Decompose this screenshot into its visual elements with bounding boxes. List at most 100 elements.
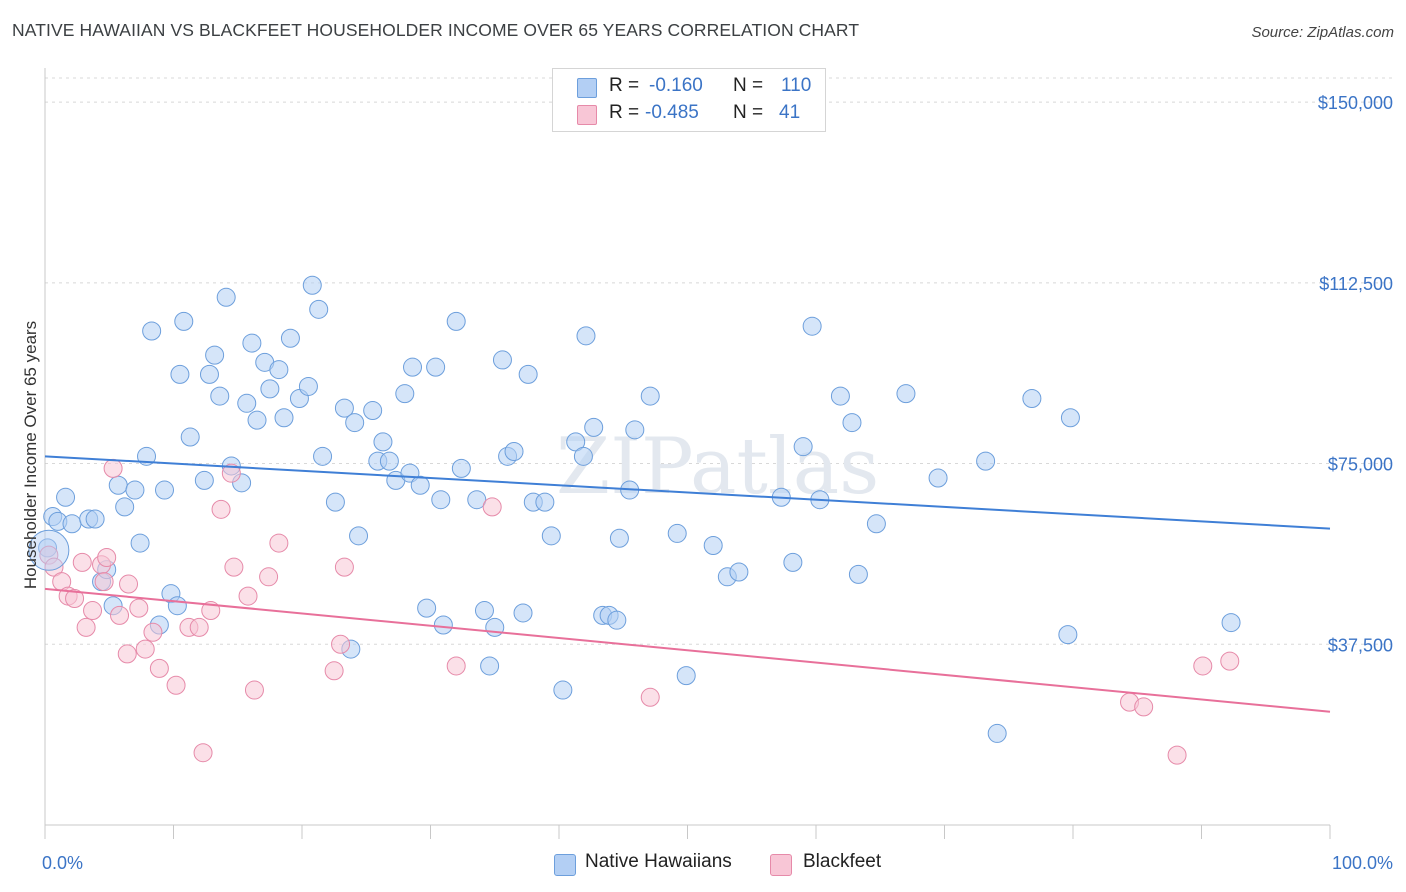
blackfeet-point xyxy=(1167,745,1187,765)
native-hawaiian-point xyxy=(928,468,948,488)
native-hawaiian-point xyxy=(667,523,687,543)
legend-n-label: N = xyxy=(733,75,764,96)
blackfeet-point xyxy=(1134,697,1154,717)
blackfeet-point xyxy=(117,644,137,664)
watermark: ZIPatlas xyxy=(556,422,879,512)
native-hawaiian-point xyxy=(1022,388,1042,408)
native-hawaiian-point xyxy=(446,311,466,331)
bottom-legend-swatch-blue xyxy=(554,854,576,876)
x-tick-label-start: 0.0% xyxy=(42,853,83,873)
native-hawaiian-point xyxy=(313,446,333,466)
blackfeet-point xyxy=(224,557,244,577)
native-hawaiian-point xyxy=(518,364,538,384)
native-hawaiian-point xyxy=(783,552,803,572)
native-hawaiian-point xyxy=(242,333,262,353)
native-hawaiian-point xyxy=(553,680,573,700)
blackfeet-point xyxy=(143,622,163,642)
native-hawaiian-point-large xyxy=(28,529,70,571)
native-hawaiian-point xyxy=(199,364,219,384)
native-hawaiian-point xyxy=(842,413,862,433)
native-hawaiian-point xyxy=(492,350,512,370)
native-hawaiian-trend-line xyxy=(44,455,1331,530)
axes xyxy=(44,68,1331,839)
native-hawaiian-point xyxy=(115,497,135,517)
blackfeet-point xyxy=(331,634,351,654)
blackfeet-point xyxy=(640,687,660,707)
blackfeet-point xyxy=(94,572,114,592)
native-hawaiian-point xyxy=(142,321,162,341)
native-hawaiian-point xyxy=(349,526,369,546)
native-hawaiian-point xyxy=(480,656,500,676)
native-hawaiian-point xyxy=(830,386,850,406)
native-hawaiian-point xyxy=(676,666,696,686)
blackfeet-point xyxy=(238,586,258,606)
bottom-legend-label: Native Hawaiians xyxy=(585,851,732,872)
native-hawaiian-point xyxy=(180,427,200,447)
native-hawaiian-point xyxy=(474,601,494,621)
native-hawaiian-point xyxy=(609,528,629,548)
native-hawaiian-point xyxy=(216,287,236,307)
native-hawaiian-point xyxy=(573,446,593,466)
native-hawaiian-point xyxy=(802,316,822,336)
native-hawaiian-point xyxy=(535,492,555,512)
native-hawaiian-point xyxy=(417,598,437,618)
native-hawaiian-point xyxy=(170,364,190,384)
native-hawaiian-point xyxy=(269,360,289,380)
blackfeet-point xyxy=(110,605,130,625)
native-hawaiian-point xyxy=(451,458,471,478)
native-hawaiian-point xyxy=(85,509,105,529)
native-hawaiian-point xyxy=(625,420,645,440)
native-hawaiian-point xyxy=(504,442,524,461)
native-hawaiian-point xyxy=(403,357,423,377)
native-hawaiian-point xyxy=(976,451,996,471)
chart-title: NATIVE HAWAIIAN VS BLACKFEET HOUSEHOLDER… xyxy=(12,20,860,40)
native-hawaiian-point xyxy=(62,514,82,534)
blackfeet-point xyxy=(65,588,85,608)
legend-swatch-blue xyxy=(577,78,597,98)
native-hawaiian-point xyxy=(703,535,723,555)
x-tick-label-end: 100.0% xyxy=(1332,853,1393,873)
native-hawaiian-point xyxy=(260,379,280,399)
y-tick-label: $37,500 xyxy=(1328,635,1393,655)
native-hawaiian-point xyxy=(205,345,225,365)
native-hawaiian-point xyxy=(640,386,660,406)
blackfeet-point xyxy=(135,639,155,659)
native-hawaiian-point xyxy=(247,410,267,430)
blackfeet-point xyxy=(76,617,96,637)
legend-r-value: -0.160 xyxy=(649,75,703,96)
native-hawaiian-point xyxy=(334,398,354,418)
native-hawaiian-point xyxy=(395,384,415,404)
y-tick-label: $75,000 xyxy=(1328,455,1393,475)
native-hawaiian-point xyxy=(431,490,451,510)
native-hawaiian-point xyxy=(987,723,1007,743)
native-hawaiian-point xyxy=(274,408,294,428)
blackfeet-point xyxy=(211,499,231,519)
source-credit: Source: ZipAtlas.com xyxy=(1251,24,1394,41)
grid-lines xyxy=(45,77,1392,645)
native-hawaiian-point xyxy=(302,275,322,295)
blackfeet-point xyxy=(189,617,209,637)
native-hawaiian-point xyxy=(467,490,487,510)
legend-n-label: N = xyxy=(733,102,764,123)
native-hawaiian-point xyxy=(513,603,533,623)
bottom-legend-label: Blackfeet xyxy=(803,851,882,872)
legend-n-value: 41 xyxy=(779,102,801,123)
blackfeet-point xyxy=(1193,656,1213,676)
blackfeet-point xyxy=(97,548,117,568)
blackfeet-trend-line xyxy=(44,587,1331,713)
data-points xyxy=(28,275,1241,765)
blackfeet-point xyxy=(119,574,139,594)
y-tick-label: $112,500 xyxy=(1319,274,1393,294)
legend-swatch-pink xyxy=(577,105,597,125)
native-hawaiian-point xyxy=(584,417,604,437)
blackfeet-point xyxy=(1220,651,1240,671)
native-hawaiian-point xyxy=(280,328,300,348)
bottom-legend-swatch-pink xyxy=(770,854,792,876)
native-hawaiian-point xyxy=(298,376,318,396)
native-hawaiian-point xyxy=(363,401,383,421)
native-hawaiian-point xyxy=(345,413,365,433)
native-hawaiian-point xyxy=(729,562,749,582)
native-hawaiian-point xyxy=(607,610,627,630)
legend-r-label: R = xyxy=(609,75,640,96)
